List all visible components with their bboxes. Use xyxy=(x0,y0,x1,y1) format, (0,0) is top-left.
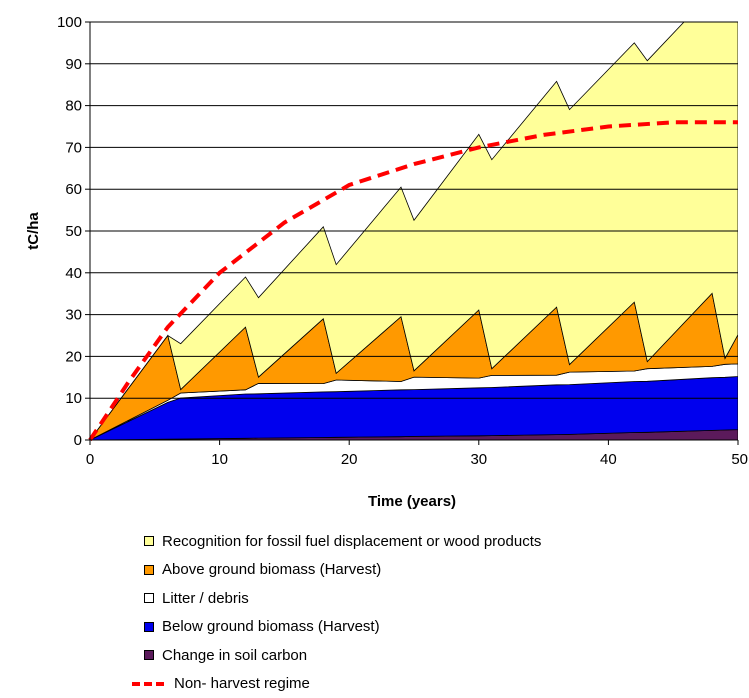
legend-item-fossil-fuel: Recognition for fossil fuel displacement… xyxy=(130,527,740,556)
legend: Recognition for fossil fuel displacement… xyxy=(130,527,740,698)
legend-swatch-above-ground xyxy=(144,565,154,575)
legend-swatch-fossil-fuel xyxy=(144,536,154,546)
legend-label-soil-carbon: Change in soil carbon xyxy=(162,647,307,664)
legend-label-below-ground: Below ground biomass (Harvest) xyxy=(162,618,380,635)
legend-item-soil-carbon: Change in soil carbon xyxy=(130,641,740,670)
x-axis-title: Time (years) xyxy=(368,493,456,510)
legend-item-below-ground: Below ground biomass (Harvest) xyxy=(130,613,740,642)
y-tick-label-6: 60 xyxy=(65,181,82,198)
y-tick-label-0: 0 xyxy=(74,432,82,449)
y-tick-label-10: 100 xyxy=(57,14,82,31)
y-tick-label-2: 20 xyxy=(65,348,82,365)
legend-item-non-harvest: Non- harvest regime xyxy=(130,670,740,698)
x-tick-label-0: 0 xyxy=(86,451,94,468)
y-tick-label-1: 10 xyxy=(65,390,82,407)
legend-item-above-ground: Above ground biomass (Harvest) xyxy=(130,556,740,585)
legend-swatch-below-ground xyxy=(144,622,154,632)
legend-label-fossil-fuel: Recognition for fossil fuel displacement… xyxy=(162,533,541,550)
y-axis-title: tC/ha xyxy=(25,212,42,250)
y-tick-label-5: 50 xyxy=(65,223,82,240)
legend-label-litter: Litter / debris xyxy=(162,590,249,607)
x-tick-label-2: 20 xyxy=(341,451,358,468)
x-tick-label-5: 50 xyxy=(731,451,748,468)
x-tick-label-4: 40 xyxy=(600,451,617,468)
y-tick-label-9: 90 xyxy=(65,56,82,73)
legend-dash-non-harvest xyxy=(132,682,164,686)
y-tick-label-8: 80 xyxy=(65,98,82,115)
y-tick-label-3: 30 xyxy=(65,307,82,324)
x-tick-label-3: 30 xyxy=(470,451,487,468)
legend-label-above-ground: Above ground biomass (Harvest) xyxy=(162,561,381,578)
x-tick-label-1: 10 xyxy=(211,451,228,468)
legend-swatch-soil-carbon xyxy=(144,650,154,660)
legend-item-litter: Litter / debris xyxy=(130,584,740,613)
chart-svg: 0 10 20 30 40 50 60 70 80 90 100 0 10 20 30 40 50 Time (y… xyxy=(0,0,749,520)
y-tick-label-7: 70 xyxy=(65,139,82,156)
y-tick-label-4: 40 xyxy=(65,265,82,282)
legend-swatch-litter xyxy=(144,593,154,603)
